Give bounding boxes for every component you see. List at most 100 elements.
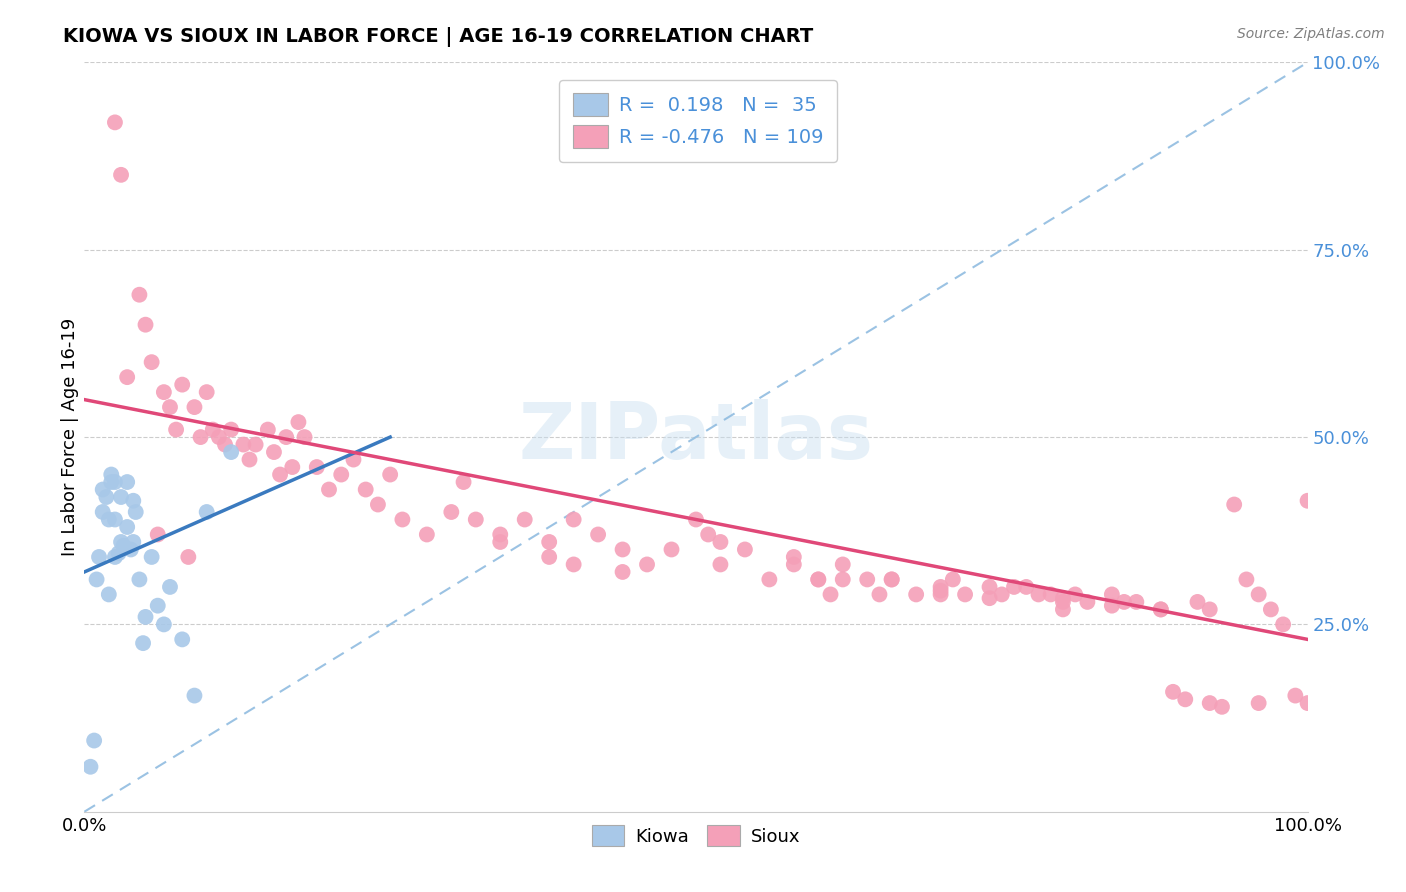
- Point: [709, 558, 731, 572]
- Point: [380, 467, 402, 482]
- Point: [489, 535, 512, 549]
- Point: [929, 580, 952, 594]
- Point: [367, 498, 389, 512]
- Point: [1150, 602, 1173, 616]
- Point: [330, 467, 353, 482]
- Point: [1272, 617, 1295, 632]
- Point: [562, 512, 585, 526]
- Point: [214, 437, 236, 451]
- Point: [990, 587, 1012, 601]
- Y-axis label: In Labor Force | Age 16-19: In Labor Force | Age 16-19: [62, 318, 80, 557]
- Point: [1284, 689, 1306, 703]
- Point: [391, 512, 413, 526]
- Point: [1039, 587, 1062, 601]
- Point: [104, 475, 127, 489]
- Point: [1028, 587, 1050, 601]
- Point: [734, 542, 756, 557]
- Point: [905, 587, 928, 601]
- Point: [245, 437, 267, 451]
- Point: [489, 527, 512, 541]
- Point: [172, 377, 194, 392]
- Point: [91, 483, 114, 497]
- Point: [354, 483, 377, 497]
- Point: [183, 689, 205, 703]
- Point: [929, 583, 952, 598]
- Point: [1211, 699, 1233, 714]
- Point: [153, 617, 176, 632]
- Point: [110, 535, 132, 549]
- Point: [195, 385, 218, 400]
- Text: KIOWA VS SIOUX IN LABOR FORCE | AGE 16-19 CORRELATION CHART: KIOWA VS SIOUX IN LABOR FORCE | AGE 16-1…: [63, 27, 814, 46]
- Point: [281, 460, 304, 475]
- Point: [79, 760, 101, 774]
- Point: [104, 512, 127, 526]
- Point: [1296, 696, 1319, 710]
- Point: [318, 483, 340, 497]
- Point: [709, 535, 731, 549]
- Point: [97, 512, 120, 526]
- Point: [820, 587, 842, 601]
- Point: [440, 505, 463, 519]
- Point: [538, 535, 561, 549]
- Point: [1064, 587, 1087, 601]
- Point: [1150, 602, 1173, 616]
- Point: [1052, 602, 1074, 616]
- Point: [91, 505, 114, 519]
- Point: [979, 591, 1001, 606]
- Point: [238, 452, 260, 467]
- Point: [661, 542, 683, 557]
- Point: [464, 512, 486, 526]
- Point: [586, 527, 609, 541]
- Point: [135, 610, 157, 624]
- Point: [1052, 595, 1074, 609]
- Point: [1223, 498, 1246, 512]
- Point: [612, 542, 634, 557]
- Point: [122, 493, 145, 508]
- Point: [201, 423, 224, 437]
- Point: [219, 445, 242, 459]
- Point: [869, 587, 891, 601]
- Point: [146, 599, 169, 613]
- Point: [122, 535, 145, 549]
- Point: [190, 430, 212, 444]
- Point: [172, 632, 194, 647]
- Point: [110, 490, 132, 504]
- Point: [1076, 595, 1098, 609]
- Point: [758, 573, 780, 587]
- Point: [562, 558, 585, 572]
- Point: [165, 423, 187, 437]
- Point: [513, 512, 536, 526]
- Point: [929, 587, 952, 601]
- Point: [195, 505, 218, 519]
- Point: [1260, 602, 1282, 616]
- Point: [141, 355, 163, 369]
- Point: [232, 437, 254, 451]
- Point: [87, 549, 110, 564]
- Point: [104, 115, 127, 129]
- Point: [636, 558, 658, 572]
- Point: [135, 318, 157, 332]
- Point: [1198, 602, 1220, 616]
- Point: [697, 527, 720, 541]
- Point: [107, 546, 129, 560]
- Point: [159, 580, 181, 594]
- Text: Source: ZipAtlas.com: Source: ZipAtlas.com: [1237, 27, 1385, 41]
- Point: [219, 423, 242, 437]
- Point: [112, 539, 135, 553]
- Point: [128, 287, 150, 301]
- Point: [685, 512, 707, 526]
- Point: [86, 573, 108, 587]
- Point: [612, 565, 634, 579]
- Point: [97, 587, 120, 601]
- Point: [807, 573, 830, 587]
- Point: [287, 415, 309, 429]
- Point: [115, 520, 138, 534]
- Point: [208, 430, 231, 444]
- Point: [1234, 573, 1257, 587]
- Point: [1101, 587, 1123, 601]
- Point: [120, 542, 142, 557]
- Point: [305, 460, 328, 475]
- Point: [110, 168, 132, 182]
- Point: [263, 445, 285, 459]
- Point: [159, 400, 181, 414]
